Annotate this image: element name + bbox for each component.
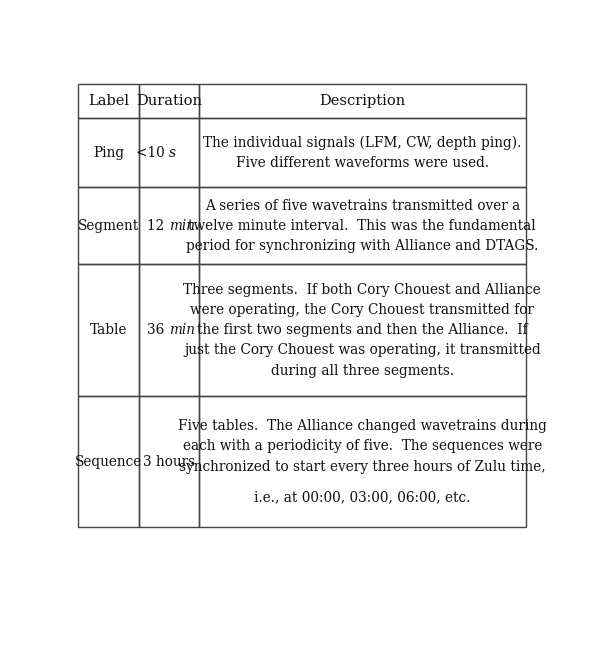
Bar [138,118,199,188]
Text: i.e., at 00:00, 03:00, 06:00, etc.: i.e., at 00:00, 03:00, 06:00, etc. [254,490,471,504]
Text: during all three segments.: during all three segments. [271,364,454,378]
Bar [199,188,525,265]
Bar [78,265,138,396]
Text: Ping: Ping [93,145,124,159]
Bar [138,265,199,396]
Text: period for synchronizing with Alliance and DTAGS.: period for synchronizing with Alliance a… [186,239,538,253]
Text: just the Cory Chouest was operating, it transmitted: just the Cory Chouest was operating, it … [184,343,541,357]
Text: min: min [169,219,195,233]
Text: 36: 36 [147,323,169,337]
Bar [199,396,525,528]
Text: Description: Description [319,94,405,108]
Text: Table: Table [90,323,127,337]
Bar [138,188,199,265]
Text: The individual signals (LFM, CW, depth ping).: The individual signals (LFM, CW, depth p… [203,135,521,149]
Bar [199,84,525,118]
Bar [78,188,138,265]
Text: the first two segments and then the Alliance.  If: the first two segments and then the Alli… [197,323,528,337]
Bar [78,84,138,118]
Text: twelve minute interval.  This was the fundamental: twelve minute interval. This was the fun… [188,219,536,233]
Text: Segment: Segment [78,219,139,233]
Bar [78,118,138,188]
Text: <10: <10 [135,145,169,159]
Bar [199,118,525,188]
Text: s: s [169,145,176,159]
Text: Sequence: Sequence [75,455,142,468]
Text: 3 hours: 3 hours [143,455,195,468]
Text: synchronized to start every three hours of Zulu time,: synchronized to start every three hours … [179,460,545,474]
Text: Three segments.  If both Cory Chouest and Alliance: Three segments. If both Cory Chouest and… [183,282,541,297]
Bar [138,396,199,528]
Bar [78,396,138,528]
Text: Label: Label [88,94,129,108]
Bar [138,84,199,118]
Text: Duration: Duration [136,94,202,108]
Text: 12: 12 [147,219,169,233]
Bar [199,265,525,396]
Text: were operating, the Cory Chouest transmitted for: were operating, the Cory Chouest transmi… [190,303,534,316]
Text: Five different waveforms were used.: Five different waveforms were used. [236,156,489,170]
Text: Five tables.  The Alliance changed wavetrains during: Five tables. The Alliance changed wavetr… [178,419,547,433]
Text: each with a periodicity of five.  The sequences were: each with a periodicity of five. The seq… [183,440,542,453]
Text: A series of five wavetrains transmitted over a: A series of five wavetrains transmitted … [204,199,520,213]
Text: min: min [169,323,195,337]
